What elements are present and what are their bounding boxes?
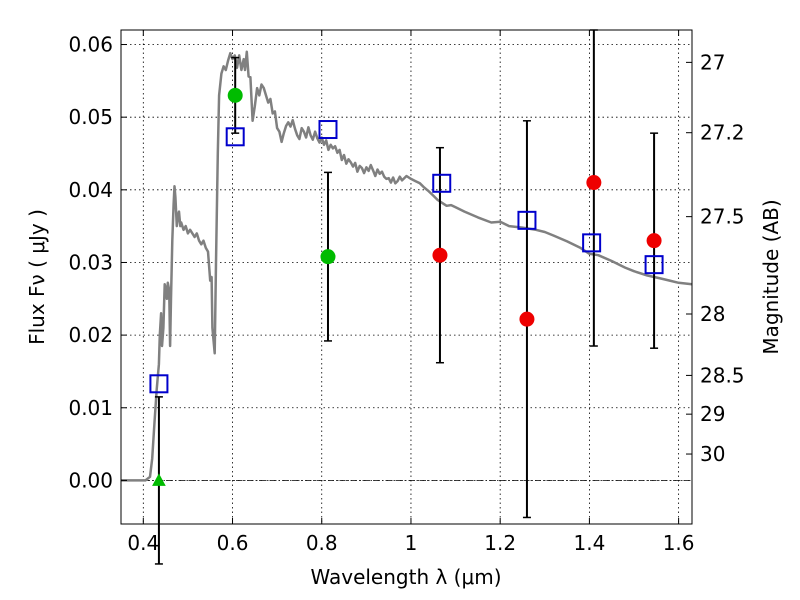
right-tick-label: 27.5 (700, 205, 745, 229)
model-flux-square (318, 120, 338, 140)
acs-flux-point (320, 249, 336, 265)
right-tick-label: 28 (700, 302, 725, 326)
acs-flux-point (227, 87, 243, 103)
y-tick-label: 0.04 (68, 178, 113, 202)
right-tick-label: 30 (700, 442, 725, 466)
y-tick-label: 0.06 (68, 33, 113, 57)
wfc3-flux-point (646, 233, 662, 249)
model-flux-squares (149, 120, 664, 394)
wfc3-flux-point (519, 311, 535, 327)
model-flux-square (432, 173, 452, 193)
y-right-axis-title: Magnitude (AB) (759, 199, 783, 354)
upper-limit-triangle (152, 473, 166, 486)
right-tick-label: 27 (700, 50, 725, 74)
x-tick-label: 0.8 (306, 531, 338, 555)
x-tick-label: 1.2 (484, 531, 516, 555)
y-tick-label: 0.01 (68, 396, 113, 420)
sed-model-curve (121, 50, 693, 482)
right-tick-label: 28.5 (700, 363, 745, 387)
x-tick-label: 1.6 (663, 531, 695, 555)
y-tick-label: 0.03 (68, 250, 113, 274)
y-tick-label: 0.02 (68, 323, 113, 347)
observed-flux-points (152, 87, 662, 486)
wfc3-flux-point (586, 175, 602, 191)
x-tick-label: 1.4 (573, 531, 605, 555)
y-axis-title: Flux Fν ( μJy ) (25, 209, 49, 345)
model-flux-square (517, 210, 537, 230)
x-tick-label: 1 (405, 531, 418, 555)
y-tick-label: 0.05 (68, 105, 113, 129)
x-tick-label: 0.4 (127, 531, 159, 555)
wfc3-flux-point (432, 247, 448, 263)
axis-ticks: 0.4 0.6 0.8 1 1.2 1.4 1.6 0.00 0.01 0.02 0.03 0.04 0… (68, 30, 745, 555)
right-tick-label: 29 (700, 402, 725, 426)
model-flux-square (149, 374, 169, 394)
x-tick-label: 0.6 (217, 531, 249, 555)
model-flux-square (644, 255, 664, 275)
plot-frame (120, 29, 693, 525)
y-tick-label: 0.00 (68, 468, 113, 492)
sed-model-line (121, 50, 693, 482)
model-flux-square (582, 233, 602, 253)
model-flux-square (225, 127, 245, 147)
x-axis-title: Wavelength λ (μm) (310, 565, 501, 589)
right-tick-label: 27.2 (700, 121, 745, 145)
